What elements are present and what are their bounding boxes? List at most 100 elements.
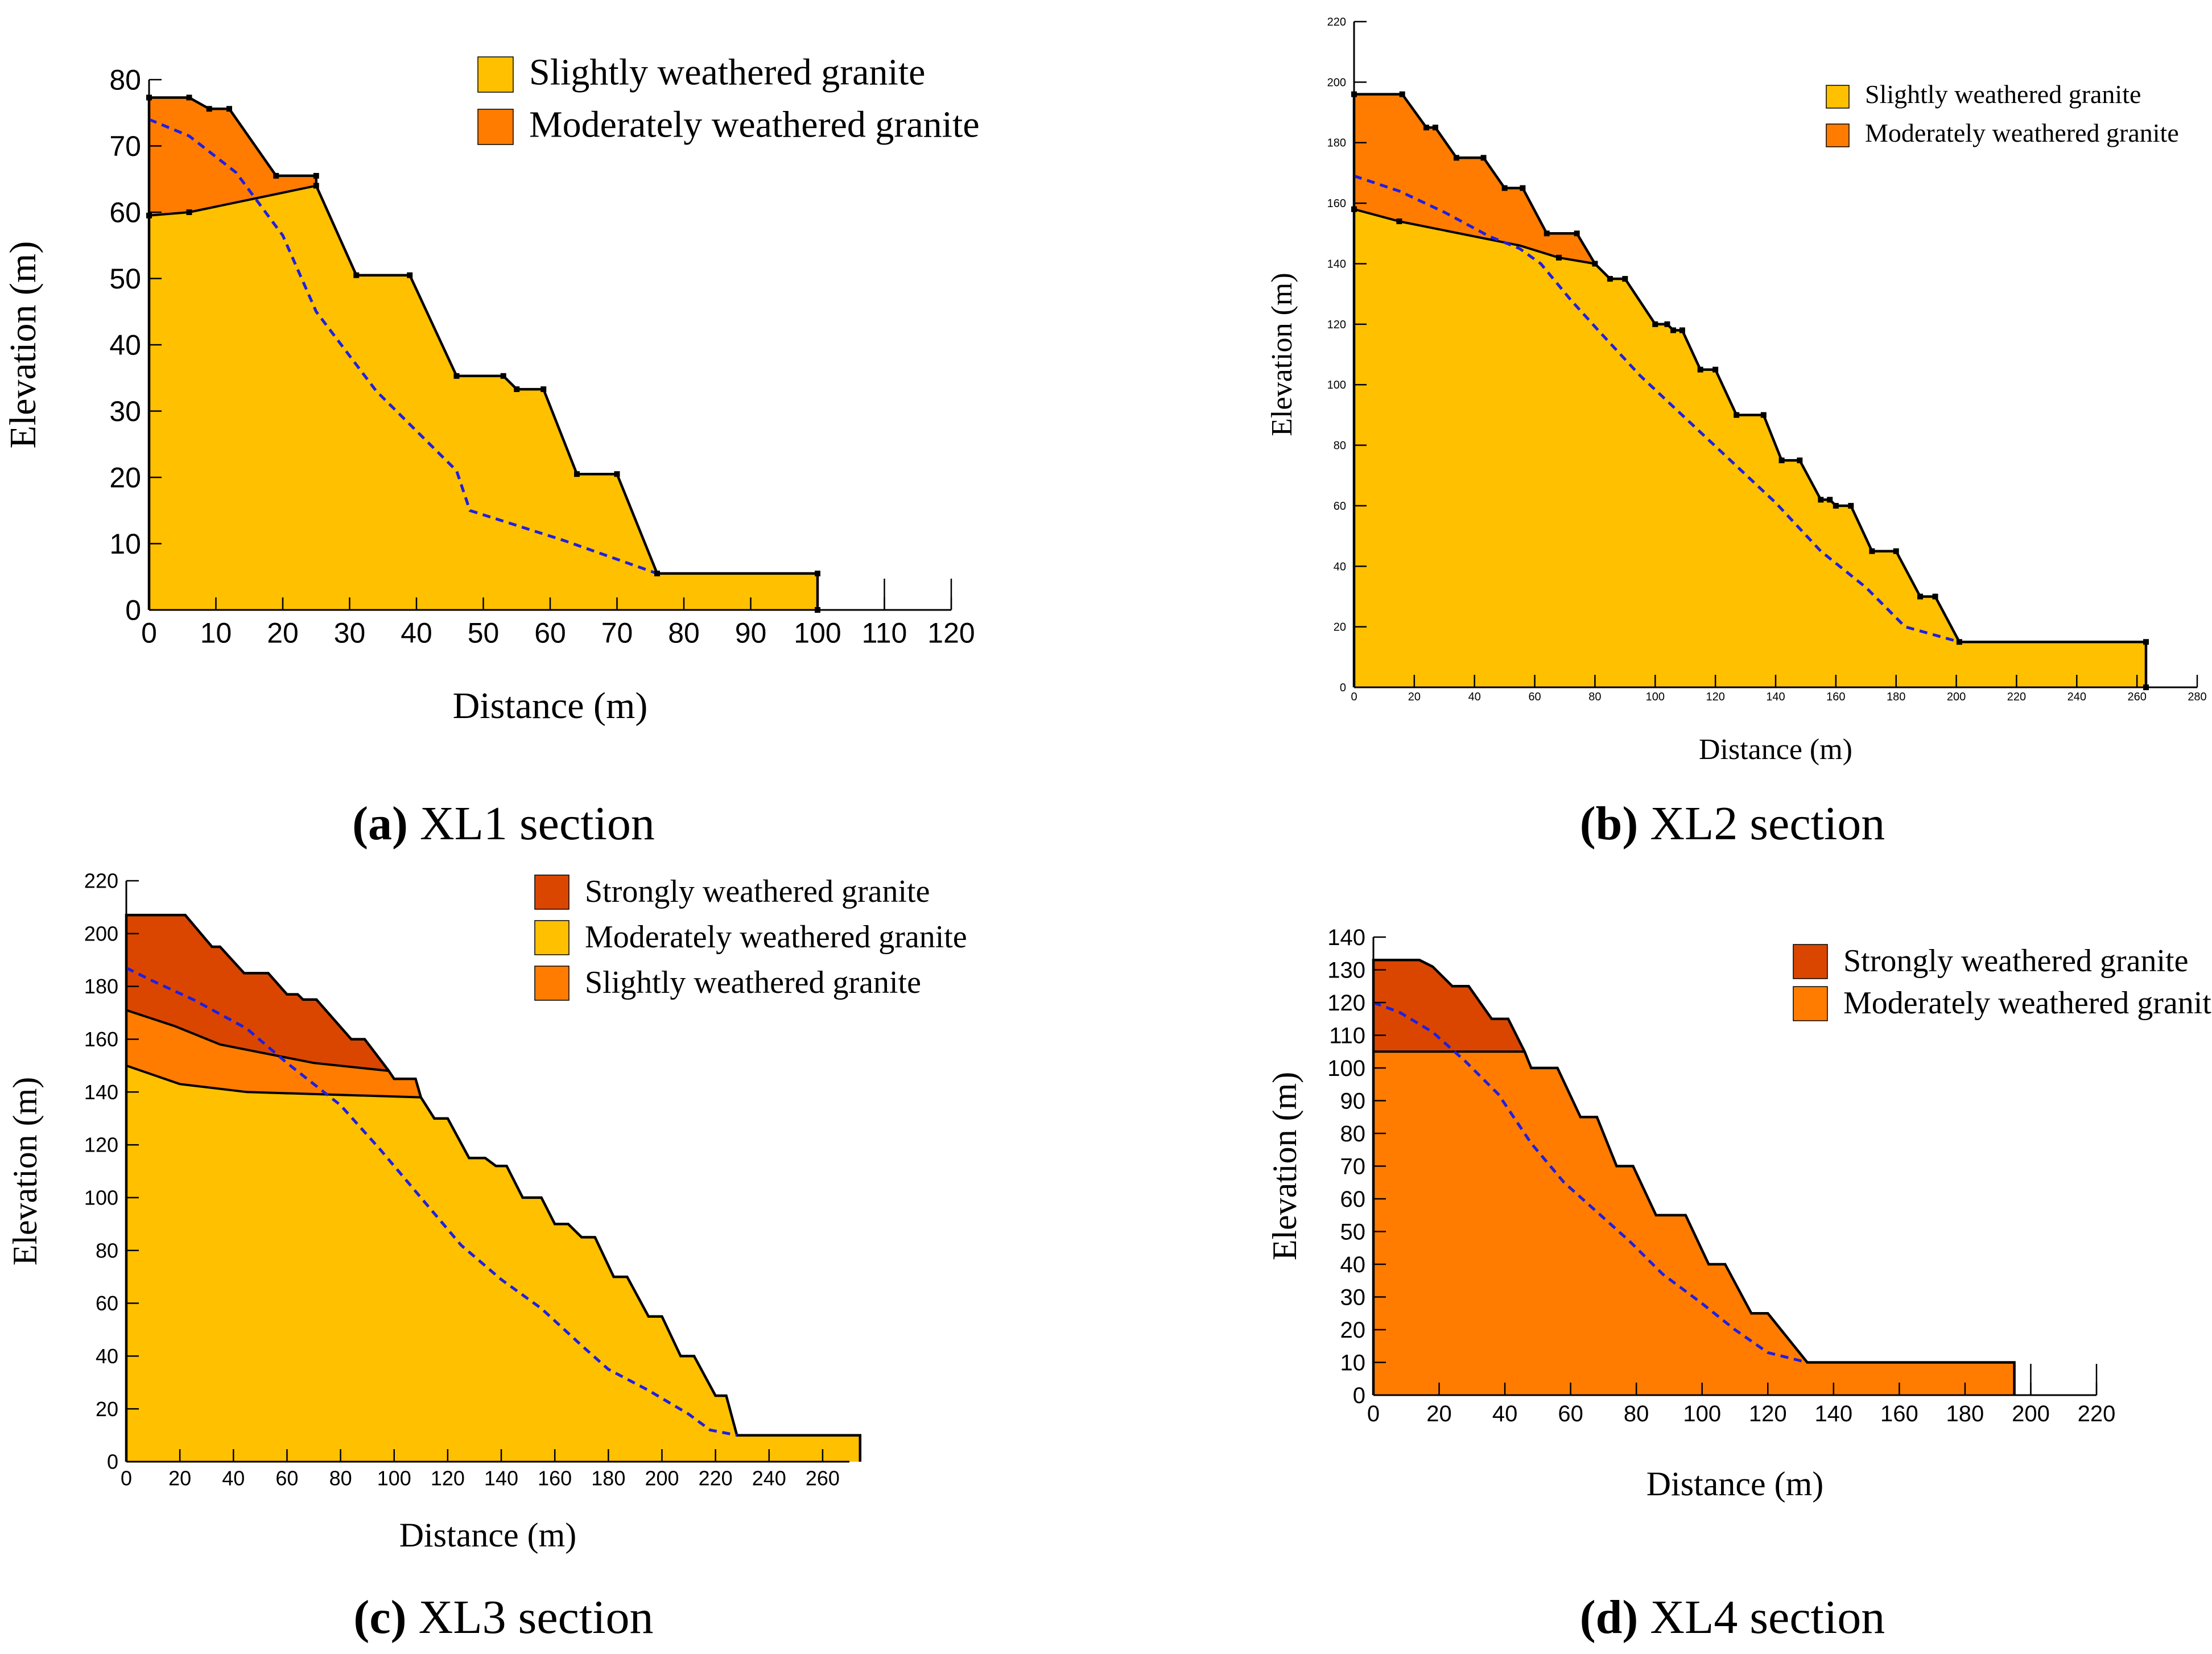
legend-label: Moderately weathered granite: [1865, 118, 2179, 147]
caption-a-text: XL1 section: [408, 797, 655, 850]
vertex-marker: [1679, 327, 1685, 333]
y-tick-label: 30: [1340, 1285, 1366, 1310]
vertex-marker: [514, 386, 520, 393]
y-axis-label: Elevation (m): [1266, 273, 1298, 436]
y-tick-label: 0: [125, 595, 141, 626]
y-tick-label: 160: [84, 1028, 118, 1051]
legend-swatch: [534, 966, 569, 1001]
y-tick-label: 90: [1340, 1089, 1366, 1114]
y-tick-label: 130: [1327, 958, 1365, 983]
x-tick-label: 100: [1646, 691, 1665, 703]
x-tick-label: 100: [377, 1466, 411, 1490]
vertex-marker: [1778, 457, 1785, 464]
x-tick-label: 20: [1408, 691, 1421, 703]
vertex-marker: [1555, 254, 1562, 261]
vertex-marker: [1652, 321, 1658, 327]
caption-d-letter: (d): [1580, 1591, 1639, 1644]
vertex-marker: [1956, 639, 1962, 645]
legend-label: Strongly weathered granite: [1843, 943, 2188, 979]
y-tick-label: 110: [1329, 1024, 1365, 1049]
legend-swatch: [1793, 986, 1828, 1021]
y-tick-label: 100: [1327, 1056, 1365, 1081]
vertex-marker: [186, 209, 192, 215]
y-tick-label: 220: [1327, 16, 1346, 28]
layer-slightly-weathered-granite: [1354, 209, 2146, 687]
x-tick-label: 80: [1588, 691, 1601, 703]
x-tick-label: 120: [431, 1466, 465, 1490]
vertex-marker: [1827, 497, 1833, 503]
x-tick-label: 70: [601, 617, 633, 649]
y-tick-label: 200: [84, 922, 118, 945]
y-tick-label: 220: [84, 869, 118, 893]
x-tick-label: 240: [752, 1466, 786, 1490]
panel-xl1-section: 0 10 20 30 40 50 60 70 80 0 10 20 30 40 50 60 70 80 90 100 1…: [2, 51, 980, 727]
legend-swatch: [477, 109, 514, 145]
vertex-marker: [1893, 548, 1899, 554]
vertex-marker: [1622, 276, 1628, 282]
slip-surface-line: [1353, 174, 1960, 644]
x-tick-label: 220: [2078, 1401, 2116, 1426]
x-tick-label: 20: [267, 617, 299, 649]
vertex-marker: [1399, 91, 1405, 97]
y-tick-label: 80: [96, 1239, 118, 1262]
caption-c-letter: (c): [353, 1591, 406, 1644]
x-tick-label: 40: [1492, 1401, 1518, 1426]
vertex-marker: [313, 172, 319, 179]
legend-label: Slightly weathered granite: [585, 965, 921, 1000]
vertex-marker: [1670, 327, 1677, 333]
vertex-marker: [1734, 412, 1740, 418]
layer-moderately-weathered-granite: [149, 97, 316, 216]
vertex-marker: [1480, 155, 1487, 161]
x-tick-label: 260: [806, 1466, 840, 1490]
x-tick-label: 120: [1706, 691, 1724, 703]
y-tick-label: 140: [1327, 258, 1346, 270]
legend-label: Strongly weathered granite: [585, 874, 930, 909]
caption-b-text: XL2 section: [1638, 797, 1885, 850]
y-tick-label: 120: [84, 1133, 118, 1157]
layer-moderately-weathered-granite: [1354, 94, 1595, 264]
x-tick-label: 220: [699, 1466, 733, 1490]
y-tick-label: 10: [109, 528, 141, 560]
y-tick-label: 180: [84, 975, 118, 998]
slope-outline: [1372, 959, 2016, 1395]
vertex-marker: [1797, 457, 1803, 464]
y-tick-label: 160: [1327, 197, 1346, 210]
vertex-marker: [313, 183, 319, 189]
x-tick-label: 140: [484, 1466, 518, 1490]
y-tick-label: 70: [1340, 1154, 1366, 1179]
x-tick-label: 40: [1468, 691, 1481, 703]
legend-label: Moderately weathered granite: [529, 104, 980, 145]
x-tick-label: 180: [1946, 1401, 1984, 1426]
x-tick-label: 280: [2188, 691, 2206, 703]
x-tick-label: 80: [1624, 1401, 1649, 1426]
x-axis-label: Distance (m): [1699, 733, 1852, 766]
x-tick-label: 160: [538, 1466, 572, 1490]
y-axis-label: Elevation (m): [2, 241, 44, 449]
y-tick-label: 60: [109, 197, 141, 229]
x-tick-label: 120: [1749, 1401, 1787, 1426]
vertex-marker: [540, 386, 547, 393]
vertex-marker: [1574, 230, 1580, 237]
y-tick-label: 50: [1340, 1220, 1366, 1245]
panel-xl3-section: 0 20 40 60 80 100 120 140 160 180 200 220 0 20 40 60 80 1…: [6, 869, 967, 1554]
legend-swatch: [534, 875, 569, 910]
y-tick-label: 100: [1327, 379, 1346, 391]
y-axis-label: Elevation (m): [1266, 1072, 1303, 1261]
x-tick-label: 200: [2012, 1401, 2050, 1426]
vertex-marker: [1396, 218, 1402, 224]
x-tick-label: 60: [1558, 1401, 1583, 1426]
vertex-marker: [574, 471, 580, 477]
y-tick-label: 60: [1340, 1187, 1366, 1212]
y-tick-label: 80: [109, 64, 141, 96]
y-tick-label: 120: [1327, 319, 1346, 331]
x-tick-label: 240: [2067, 691, 2086, 703]
vertex-marker: [1712, 366, 1719, 373]
y-axis-label: Elevation (m): [6, 1077, 44, 1266]
x-tick-label: 260: [2127, 691, 2146, 703]
y-tick-label: 60: [1334, 500, 1346, 513]
caption-d: (d) XL4 section: [1580, 1591, 1885, 1644]
x-tick-label: 40: [401, 617, 432, 649]
slip-surface-line: [148, 118, 658, 575]
caption-b: (b) XL2 section: [1580, 797, 1885, 850]
y-tick-label: 140: [84, 1080, 118, 1104]
